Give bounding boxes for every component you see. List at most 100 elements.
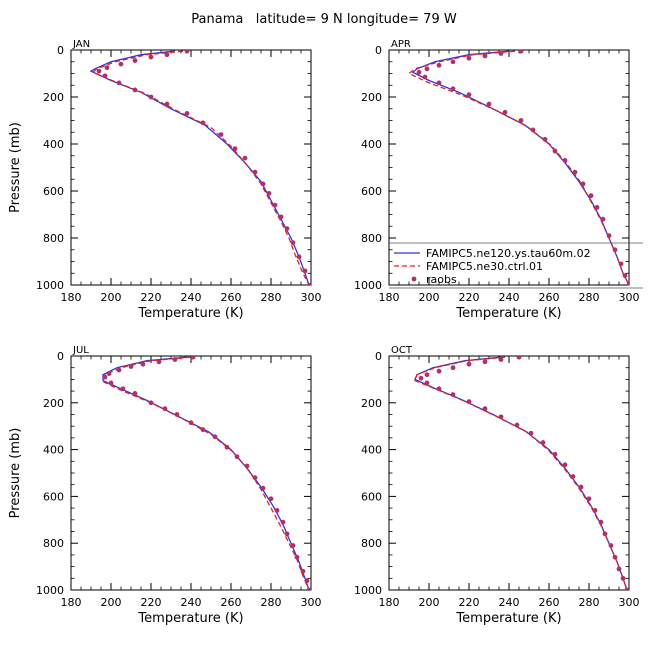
x-tick-label: 240 <box>181 291 202 304</box>
ne120-line <box>414 356 628 590</box>
panel-label: JUL <box>72 345 89 356</box>
x-tick-label: 280 <box>579 596 600 609</box>
raobs-point <box>486 101 492 107</box>
y-tick-label: 400 <box>43 444 64 457</box>
raobs-point <box>616 566 622 572</box>
raobs-point <box>540 440 546 445</box>
y-tick-label: 200 <box>361 91 382 104</box>
y-tick-label: 200 <box>43 397 64 410</box>
raobs-point <box>278 214 284 220</box>
raobs-point <box>450 86 456 92</box>
raobs-point <box>502 109 508 115</box>
ne120-line <box>89 50 310 285</box>
x-axis-label: Temperature (K) <box>455 611 561 626</box>
plot-area <box>414 356 629 590</box>
raobs-point <box>306 587 311 590</box>
y-tick-label: 400 <box>43 138 64 151</box>
raobs-point <box>294 554 300 560</box>
raobs-point <box>212 434 218 440</box>
raobs-point <box>184 111 190 116</box>
raobs-point <box>96 68 102 74</box>
plot-frame <box>70 49 312 286</box>
raobs-point <box>606 233 612 239</box>
x-tick-label: 180 <box>61 596 82 609</box>
y-tick-label: 1000 <box>36 584 64 597</box>
raobs-point <box>156 359 162 365</box>
raobs-point <box>280 519 286 525</box>
raobs-point <box>128 364 134 369</box>
raobs-point <box>284 531 290 537</box>
raobs-point <box>594 205 600 210</box>
raobs-point <box>218 132 224 138</box>
x-tick-label: 260 <box>221 596 242 609</box>
x-axis-label: Temperature (K) <box>137 611 243 626</box>
x-tick-label: 200 <box>101 596 122 609</box>
raobs-point <box>290 240 296 246</box>
x-tick-label: 280 <box>261 291 282 304</box>
x-tick-label: 300 <box>619 291 640 304</box>
raobs-point <box>300 568 306 574</box>
raobs-point <box>224 444 230 450</box>
x-tick-label: 300 <box>619 596 640 609</box>
x-tick-label: 240 <box>499 291 520 304</box>
raobs-point <box>132 58 138 63</box>
legend-marker-dot <box>411 276 417 282</box>
raobs-point <box>424 380 430 386</box>
raobs-point <box>598 519 604 525</box>
raobs-point <box>108 380 114 386</box>
x-tick-label: 200 <box>101 291 122 304</box>
x-tick-label: 260 <box>539 596 560 609</box>
x-tick-label: 280 <box>579 291 600 304</box>
legend: FAMIPC5.ne120.ys.tau60m.02FAMIPC5.ne30.c… <box>389 242 643 289</box>
x-tick-label: 240 <box>181 596 202 609</box>
y-axis-label: Pressure (mb) <box>8 428 23 519</box>
raobs-point <box>252 169 258 175</box>
raobs-point <box>482 53 488 59</box>
raobs-point <box>600 216 606 222</box>
raobs-point <box>190 356 196 360</box>
raobs-point <box>450 392 456 398</box>
raobs-point <box>466 92 472 98</box>
raobs-point <box>132 87 138 93</box>
raobs-point <box>174 412 180 417</box>
x-tick-label: 220 <box>459 291 480 304</box>
raobs-point <box>516 356 522 360</box>
raobs-point <box>260 485 266 491</box>
raobs-point <box>450 365 456 371</box>
raobs-point <box>148 94 154 100</box>
raobs-point <box>602 531 608 537</box>
ne30-line <box>91 50 310 285</box>
raobs-point <box>140 361 146 367</box>
x-tick-label: 240 <box>499 596 520 609</box>
raobs-point <box>588 193 594 199</box>
raobs-point <box>102 73 108 79</box>
raobs-point <box>304 578 310 584</box>
panel-jan: JAN 180 200 220 240 260 280 300 0 200 400 600 800 100… <box>8 39 322 321</box>
y-tick-label: 0 <box>375 44 382 57</box>
raobs-point <box>608 543 614 548</box>
raobs-point <box>302 268 308 274</box>
raobs-point <box>580 181 586 187</box>
y-tick-label: 1000 <box>354 584 382 597</box>
raobs-point <box>572 169 578 175</box>
raobs-point <box>272 202 278 208</box>
raobs-point <box>308 282 311 285</box>
raobs-point <box>102 374 108 380</box>
panel-label: APR <box>391 39 411 50</box>
raobs-point <box>514 422 520 428</box>
raobs-point <box>184 50 190 54</box>
x-tick-label: 200 <box>419 596 440 609</box>
panel-oct: OCT 180 200 220 240 260 280 300 0 200 400 600 800 100… <box>354 345 640 626</box>
x-tick-label: 260 <box>539 291 560 304</box>
raobs-point <box>436 368 442 374</box>
raobs-point <box>552 451 558 457</box>
raobs-point <box>120 386 126 392</box>
x-tick-label: 200 <box>419 291 440 304</box>
raobs-point <box>436 386 442 392</box>
raobs-point <box>624 587 629 590</box>
plot-area <box>102 356 311 590</box>
y-axis-label: Pressure (mb) <box>8 122 23 213</box>
raobs-point <box>290 543 296 548</box>
raobs-point <box>482 359 488 365</box>
